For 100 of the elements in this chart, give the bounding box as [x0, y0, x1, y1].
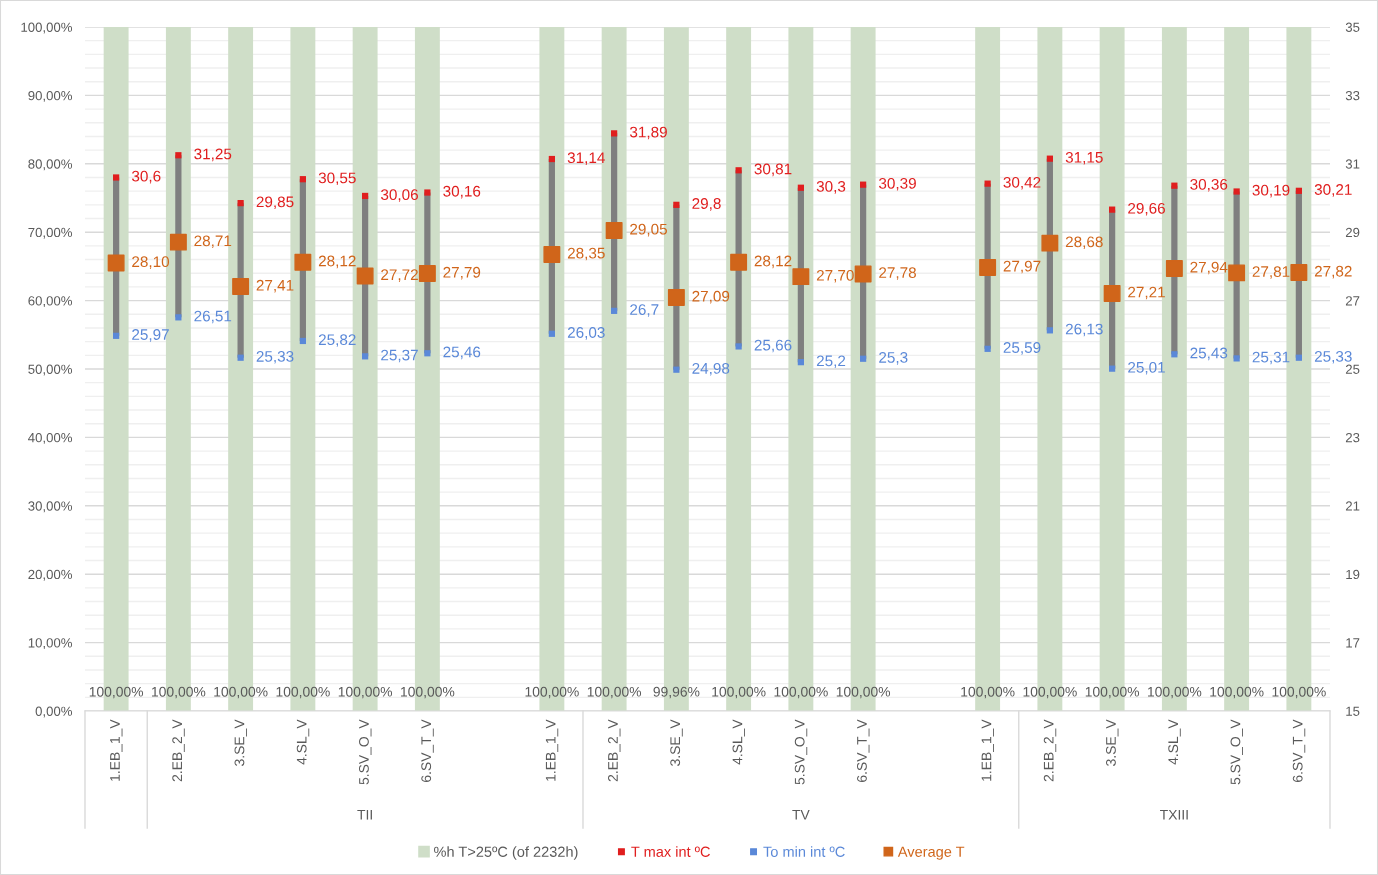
data-label: 28,35: [567, 247, 605, 261]
data-label: 30,55: [318, 172, 356, 186]
x-tick-label: 4.SL_V: [1168, 719, 1181, 765]
point: [735, 343, 742, 350]
data-label: 29,8: [692, 198, 721, 211]
point: [860, 355, 867, 362]
y-tick-label: 100,00%: [21, 22, 73, 34]
x-tick-label: 3.SE_V: [1106, 719, 1119, 766]
data-label: 29,85: [256, 196, 294, 210]
data-label: 25,66: [754, 339, 792, 353]
y2-tick-label: 27: [1345, 296, 1360, 306]
data-label: 100,00%: [214, 686, 268, 699]
text: TII: [357, 810, 372, 820]
point: [1046, 327, 1053, 334]
y2-tick-label: 33: [1345, 90, 1360, 101]
x-tick-label: 4.SL_V: [732, 719, 745, 765]
y-tick-label: 10,00%: [28, 638, 73, 650]
data-label: 26,51: [194, 310, 232, 324]
data-label: 27,41: [256, 279, 294, 293]
x-tick-label: 4.SL_V: [296, 719, 310, 765]
data-label: 25,33: [256, 351, 294, 364]
data-label: 100,00%: [152, 686, 206, 699]
point: [113, 332, 120, 339]
x-tick-label: 6.SV_T_V: [857, 719, 870, 782]
data-label: 28,71: [194, 235, 232, 249]
point: [1171, 351, 1178, 358]
text: TV: [792, 810, 810, 820]
data-label: 27,79: [443, 266, 481, 280]
data-label: 100,00%: [712, 686, 766, 699]
legend-label: T max int ºC: [631, 846, 710, 857]
x-tick-label: 1.EB_1_V: [545, 719, 559, 781]
point: [1103, 284, 1121, 302]
point: [418, 265, 436, 283]
data-label: 25,33: [1314, 351, 1352, 364]
point: [797, 184, 804, 191]
legend-label: %h T>25ºC (of 2232h): [434, 846, 578, 860]
y2-tick-label: 21: [1345, 501, 1360, 511]
data-label: 30,39: [878, 177, 916, 191]
data-label: 31,25: [194, 148, 232, 162]
data-label: 25,3: [879, 352, 908, 365]
data-label: 29,05: [630, 223, 667, 237]
point: [1295, 354, 1302, 361]
x-tick-label: 3.SE_V: [670, 719, 683, 766]
data-label: 100,00%: [961, 686, 1015, 699]
data-label: 27,94: [1190, 261, 1228, 275]
data-label: 100,00%: [338, 686, 393, 699]
y2-tick-label: 19: [1346, 569, 1360, 580]
point: [1295, 187, 1302, 194]
y-tick-label: 40,00%: [28, 432, 73, 444]
data-label: 31,14: [567, 152, 605, 165]
y2-tick-label: 25: [1345, 364, 1360, 374]
data-label: 100,00%: [774, 686, 828, 699]
data-label: 30,42: [1003, 176, 1041, 190]
data-label: 100,00%: [401, 686, 455, 699]
data-label: 100,00%: [89, 686, 144, 699]
data-label: 28,10: [132, 256, 170, 269]
data-label: 31,15: [1065, 151, 1103, 165]
point: [730, 253, 748, 271]
point: [1046, 155, 1053, 162]
data-label: 100,00%: [1023, 686, 1077, 699]
data-label: 100,00%: [1148, 686, 1202, 699]
data-label: 27,21: [1128, 286, 1165, 300]
point: [1233, 188, 1240, 195]
data-label: 25,59: [1003, 342, 1041, 355]
data-label: 100,00%: [1272, 686, 1326, 699]
data-label: 30,6: [131, 170, 161, 184]
data-label: 25,2: [816, 355, 846, 369]
data-label: 27,81: [1252, 266, 1290, 279]
data-label: 30,19: [1252, 184, 1290, 198]
point: [1165, 259, 1183, 277]
data-label: 28,12: [754, 255, 792, 269]
data-label: 27,72: [381, 269, 418, 282]
point: [232, 278, 250, 296]
data-label: 30,81: [754, 163, 792, 177]
data-label: 100,00%: [836, 686, 891, 699]
point: [854, 265, 872, 283]
data-label: 30,36: [1190, 178, 1228, 192]
x-tick-label: 6.SV_T_V: [1292, 719, 1306, 782]
x-tick-label: 1.EB_1_V: [981, 719, 994, 781]
data-label: 100,00%: [276, 686, 330, 699]
data-label: 99,96%: [653, 686, 700, 699]
point: [673, 201, 680, 208]
point: [1041, 234, 1059, 252]
data-label: 100,00%: [1085, 686, 1140, 699]
x-tick-label: 2.EB_2_V: [1043, 719, 1057, 782]
data-label: 25,01: [1128, 361, 1165, 375]
point: [979, 258, 997, 276]
point: [1171, 182, 1178, 189]
y-tick-label: 70,00%: [28, 227, 73, 239]
data-label: 100,00%: [525, 686, 579, 699]
point: [735, 167, 742, 174]
point: [175, 152, 182, 159]
data-label: 30,21: [1314, 184, 1352, 197]
y2-tick-label: 35: [1345, 22, 1360, 32]
data-label: 26,03: [567, 327, 605, 340]
point: [673, 366, 680, 373]
data-label: 100,00%: [587, 686, 642, 699]
data-label: 30,16: [443, 185, 481, 199]
y2-tick-label: 17: [1346, 638, 1360, 648]
point: [548, 155, 555, 163]
